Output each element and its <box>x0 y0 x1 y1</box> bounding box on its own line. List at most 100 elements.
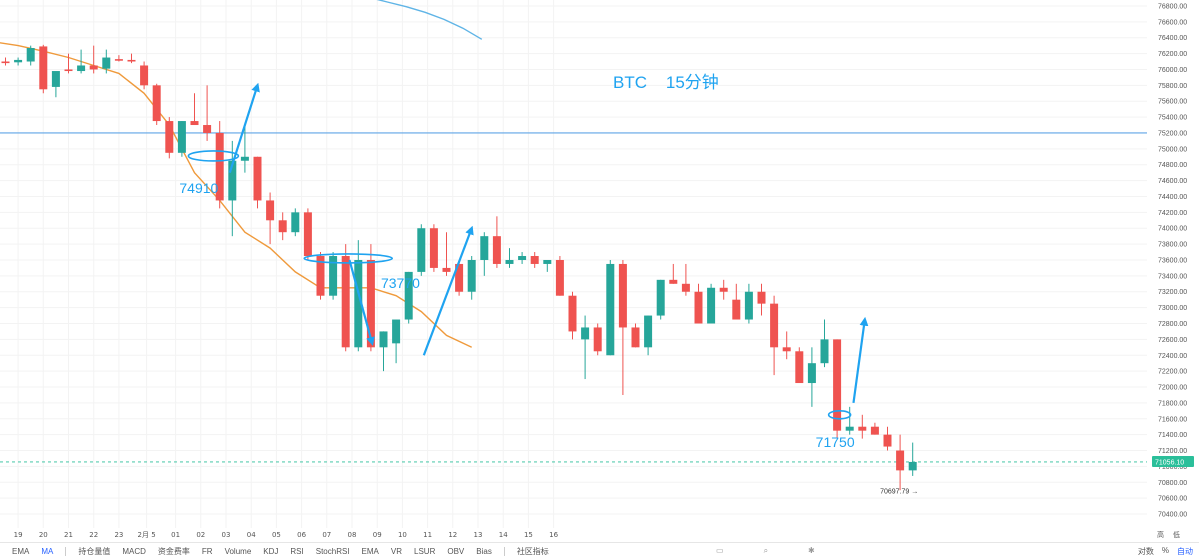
candle <box>417 224 426 276</box>
candle <box>1 57 10 66</box>
horizontal-line-layer <box>0 132 1147 463</box>
grid-lines <box>0 0 1147 528</box>
candle-body <box>152 85 161 122</box>
candle-body <box>303 212 312 257</box>
candle <box>77 49 86 74</box>
candle <box>593 323 602 356</box>
candle-body <box>291 212 300 233</box>
scale-options: 对数% 自动 <box>1138 546 1193 557</box>
crosshair-icon[interactable]: ▭ <box>716 546 724 555</box>
candle-body <box>329 256 338 296</box>
circle-annotation-73770 <box>303 253 394 264</box>
candle <box>795 347 804 384</box>
candle-body <box>820 339 829 364</box>
candle <box>114 55 123 62</box>
candle <box>896 434 905 491</box>
scale-option[interactable]: 对数 <box>1137 547 1154 556</box>
indicator-lsur[interactable]: LSUR <box>414 546 436 556</box>
candle-body <box>253 156 262 201</box>
price-tick-label: 75800.00 <box>1158 83 1187 90</box>
time-tick-label: 09 <box>373 531 382 539</box>
candle-body <box>492 236 501 264</box>
price-tick-label: 74200.00 <box>1158 210 1187 217</box>
indicator-obv[interactable]: OBV <box>447 546 465 556</box>
price-tick-label: 75600.00 <box>1158 99 1187 106</box>
candle <box>618 259 627 395</box>
time-tick-label: 2月 5 <box>138 531 156 539</box>
candle-body <box>593 327 602 352</box>
candle-body <box>102 57 111 69</box>
price-axis: 70400.00 70600.00 70800.00 71000.00 71200.00… <box>1152 3 1194 539</box>
candle-body <box>845 426 854 431</box>
candle <box>770 295 779 376</box>
indicator-ma[interactable]: MA <box>41 546 54 556</box>
candle-body <box>266 200 275 221</box>
price-tick-label: 71600.00 <box>1158 416 1187 423</box>
candle <box>51 71 60 98</box>
chart-title: BTC 15分钟 <box>613 73 719 92</box>
candle-body <box>669 279 678 284</box>
indicator-rsi[interactable]: RSI <box>290 546 304 556</box>
circle-annotation-74910 <box>187 150 240 162</box>
zoom-icon[interactable]: ⌕ <box>763 546 769 555</box>
price-tick-label: 73600.00 <box>1158 257 1187 264</box>
indicator-volume[interactable]: Volume <box>224 546 252 556</box>
candle-body <box>379 331 388 348</box>
candle <box>757 283 766 316</box>
price-tick-label: 75200.00 <box>1158 130 1187 137</box>
candle <box>820 319 829 368</box>
scale-option[interactable]: % <box>1161 546 1169 555</box>
settings-icon[interactable]: ✱ <box>808 546 815 555</box>
candle <box>581 315 590 380</box>
low-price-marker: 70697.79 → <box>880 488 918 495</box>
annotation-label-71750: 71750 <box>816 434 855 450</box>
indicator-ema[interactable]: EMA <box>361 546 379 556</box>
price-tick-label: 72800.00 <box>1158 321 1187 328</box>
indicator-ema[interactable]: EMA <box>12 546 30 556</box>
time-tick-label: 19 <box>14 531 23 539</box>
price-tick-label: 70800.00 <box>1158 480 1187 487</box>
indicator-vr[interactable]: VR <box>390 546 402 556</box>
price-tick-label: 72600.00 <box>1158 337 1187 344</box>
indicator--[interactable]: 持仓量值 <box>78 546 111 556</box>
candle-body <box>64 69 73 72</box>
candle-body <box>354 259 363 348</box>
candle-body <box>606 263 615 356</box>
candle <box>606 259 615 356</box>
candle-body <box>316 256 325 296</box>
price-tick-label: 74400.00 <box>1158 194 1187 201</box>
candle <box>492 216 501 268</box>
indicator-fr[interactable]: FR <box>201 546 213 556</box>
indicator-macd[interactable]: MACD <box>122 546 146 556</box>
indicator--[interactable]: 社区指标 <box>516 546 549 556</box>
candle <box>379 331 388 372</box>
time-tick-label: 06 <box>297 531 306 539</box>
candle-body <box>644 315 653 348</box>
candle <box>883 426 892 451</box>
candle <box>530 252 539 268</box>
price-tick-label: 75000.00 <box>1158 146 1187 153</box>
price-tick-label: 71400.00 <box>1158 432 1187 439</box>
indicator-bias[interactable]: Bias <box>476 546 492 556</box>
candle <box>555 256 564 296</box>
time-tick-label: 08 <box>348 531 357 539</box>
time-tick-label: 21 <box>64 531 73 539</box>
time-tick-label: 11 <box>423 531 432 539</box>
price-tick-label: 76600.00 <box>1158 19 1187 26</box>
candle <box>190 93 199 126</box>
candle <box>694 283 703 324</box>
candle <box>505 248 514 268</box>
candle <box>719 279 728 300</box>
up-arrow-1 <box>228 82 260 173</box>
indicator--[interactable]: 资金费率 <box>157 546 190 556</box>
indicator-stochrsi[interactable]: StochRSI <box>315 546 350 556</box>
scale-option[interactable]: 自动 <box>1177 547 1193 556</box>
time-tick-label: 03 <box>222 531 231 539</box>
indicator-kdj[interactable]: KDJ <box>263 546 279 556</box>
candle-body <box>896 450 905 471</box>
candle <box>392 319 401 364</box>
time-tick-label: 15 <box>524 531 533 539</box>
candle <box>203 85 212 141</box>
candle-body <box>770 303 779 348</box>
